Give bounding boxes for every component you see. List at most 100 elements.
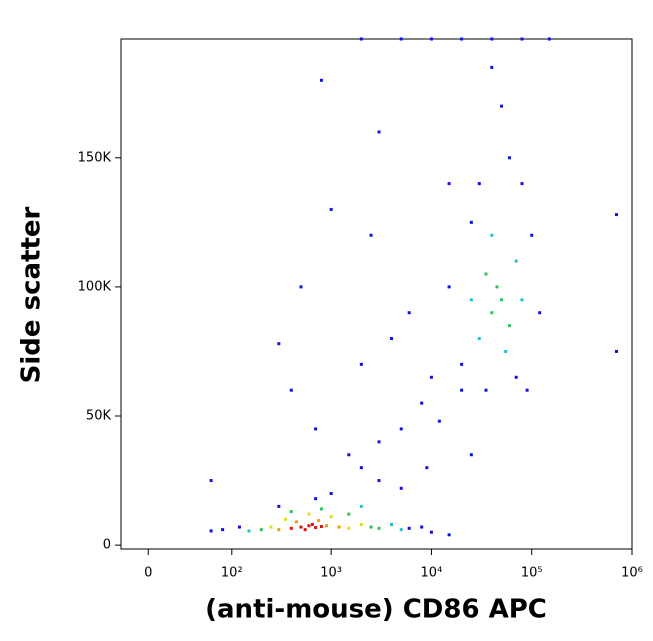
y-tick-label: 50K	[86, 409, 112, 424]
event-dot	[277, 342, 281, 346]
x-tick-label: 0	[144, 566, 152, 581]
event-dot	[460, 37, 464, 41]
event-dot	[289, 526, 293, 530]
event-dot	[469, 453, 473, 457]
event-dot	[347, 526, 351, 530]
event-dot	[359, 504, 363, 508]
event-dot	[520, 37, 524, 41]
event-dot	[420, 525, 424, 529]
event-dot	[514, 375, 518, 379]
event-dot	[447, 182, 451, 186]
x-tick-label: 10⁶	[621, 566, 643, 581]
event-dot	[359, 37, 363, 41]
y-tick-label: 100K	[78, 279, 112, 294]
event-dot	[329, 207, 333, 211]
event-dot	[289, 388, 293, 392]
event-dot	[247, 529, 251, 533]
event-dot	[399, 427, 403, 431]
event-dot	[209, 529, 213, 533]
event-dot	[477, 337, 481, 341]
event-dot	[314, 526, 318, 530]
event-dot	[484, 388, 488, 392]
event-dot	[377, 526, 381, 530]
event-dot	[429, 530, 433, 534]
event-dot	[460, 362, 464, 366]
event-dot	[500, 298, 504, 302]
event-dot	[447, 285, 451, 289]
event-dot	[407, 311, 411, 315]
event-dot	[425, 466, 429, 470]
x-tick-label: 10⁵	[521, 566, 543, 581]
event-dot	[369, 525, 373, 529]
event-dot	[504, 349, 508, 353]
y-tick-label: 150K	[78, 150, 112, 165]
event-dot	[209, 479, 213, 483]
event-dot	[484, 272, 488, 276]
event-dot	[319, 525, 323, 529]
event-dot	[490, 233, 494, 237]
x-tick-label: 10⁴	[421, 566, 443, 581]
event-dot	[359, 362, 363, 366]
event-dot	[369, 233, 373, 237]
event-dot	[221, 528, 225, 532]
event-dot	[490, 311, 494, 315]
event-dot	[259, 528, 263, 532]
event-dot	[337, 525, 341, 529]
event-dot	[525, 388, 529, 392]
event-dot	[289, 510, 293, 514]
event-dot	[377, 479, 381, 483]
event-dot	[520, 298, 524, 302]
event-dot	[294, 520, 298, 524]
event-dot	[437, 419, 441, 423]
event-dot	[307, 524, 311, 528]
event-dot	[277, 504, 281, 508]
event-dot	[614, 349, 618, 353]
event-dot	[377, 130, 381, 134]
event-dot	[429, 375, 433, 379]
event-dot	[299, 285, 303, 289]
event-dot	[310, 522, 314, 526]
event-dot	[490, 37, 494, 41]
event-dot	[269, 525, 273, 529]
y-axis-title: Side scatter	[17, 206, 47, 383]
event-dot	[399, 486, 403, 490]
event-dot	[314, 427, 318, 431]
event-dot	[319, 78, 323, 82]
event-dot	[399, 37, 403, 41]
event-dot	[237, 525, 241, 529]
event-dot	[283, 517, 287, 521]
y-tick-label: 0	[103, 538, 111, 553]
event-dot	[520, 182, 524, 186]
event-dot	[538, 311, 542, 315]
event-dot	[477, 182, 481, 186]
event-dot	[460, 388, 464, 392]
x-tick-label: 10³	[320, 566, 342, 581]
event-dot	[390, 522, 394, 526]
event-dot	[314, 497, 318, 501]
event-dot	[325, 524, 329, 528]
event-dot	[390, 337, 394, 341]
event-dot	[329, 491, 333, 495]
event-dot	[359, 522, 363, 526]
event-dot	[359, 466, 363, 470]
event-dot	[495, 285, 499, 289]
event-dot	[347, 453, 351, 457]
event-dot	[347, 512, 351, 516]
event-dot	[507, 324, 511, 328]
event-dot	[377, 440, 381, 444]
event-dot	[447, 533, 451, 537]
x-tick-label: 10²	[221, 566, 243, 581]
event-dot	[507, 156, 511, 160]
event-dot	[614, 213, 618, 217]
event-dot	[407, 526, 411, 530]
event-dot	[530, 233, 534, 237]
event-dot	[329, 515, 333, 519]
event-dot	[303, 528, 307, 532]
event-dot	[307, 512, 311, 516]
event-dot	[514, 259, 518, 263]
event-dot	[490, 65, 494, 69]
event-dot	[469, 298, 473, 302]
event-dot	[277, 528, 281, 532]
plot-frame	[120, 38, 633, 550]
